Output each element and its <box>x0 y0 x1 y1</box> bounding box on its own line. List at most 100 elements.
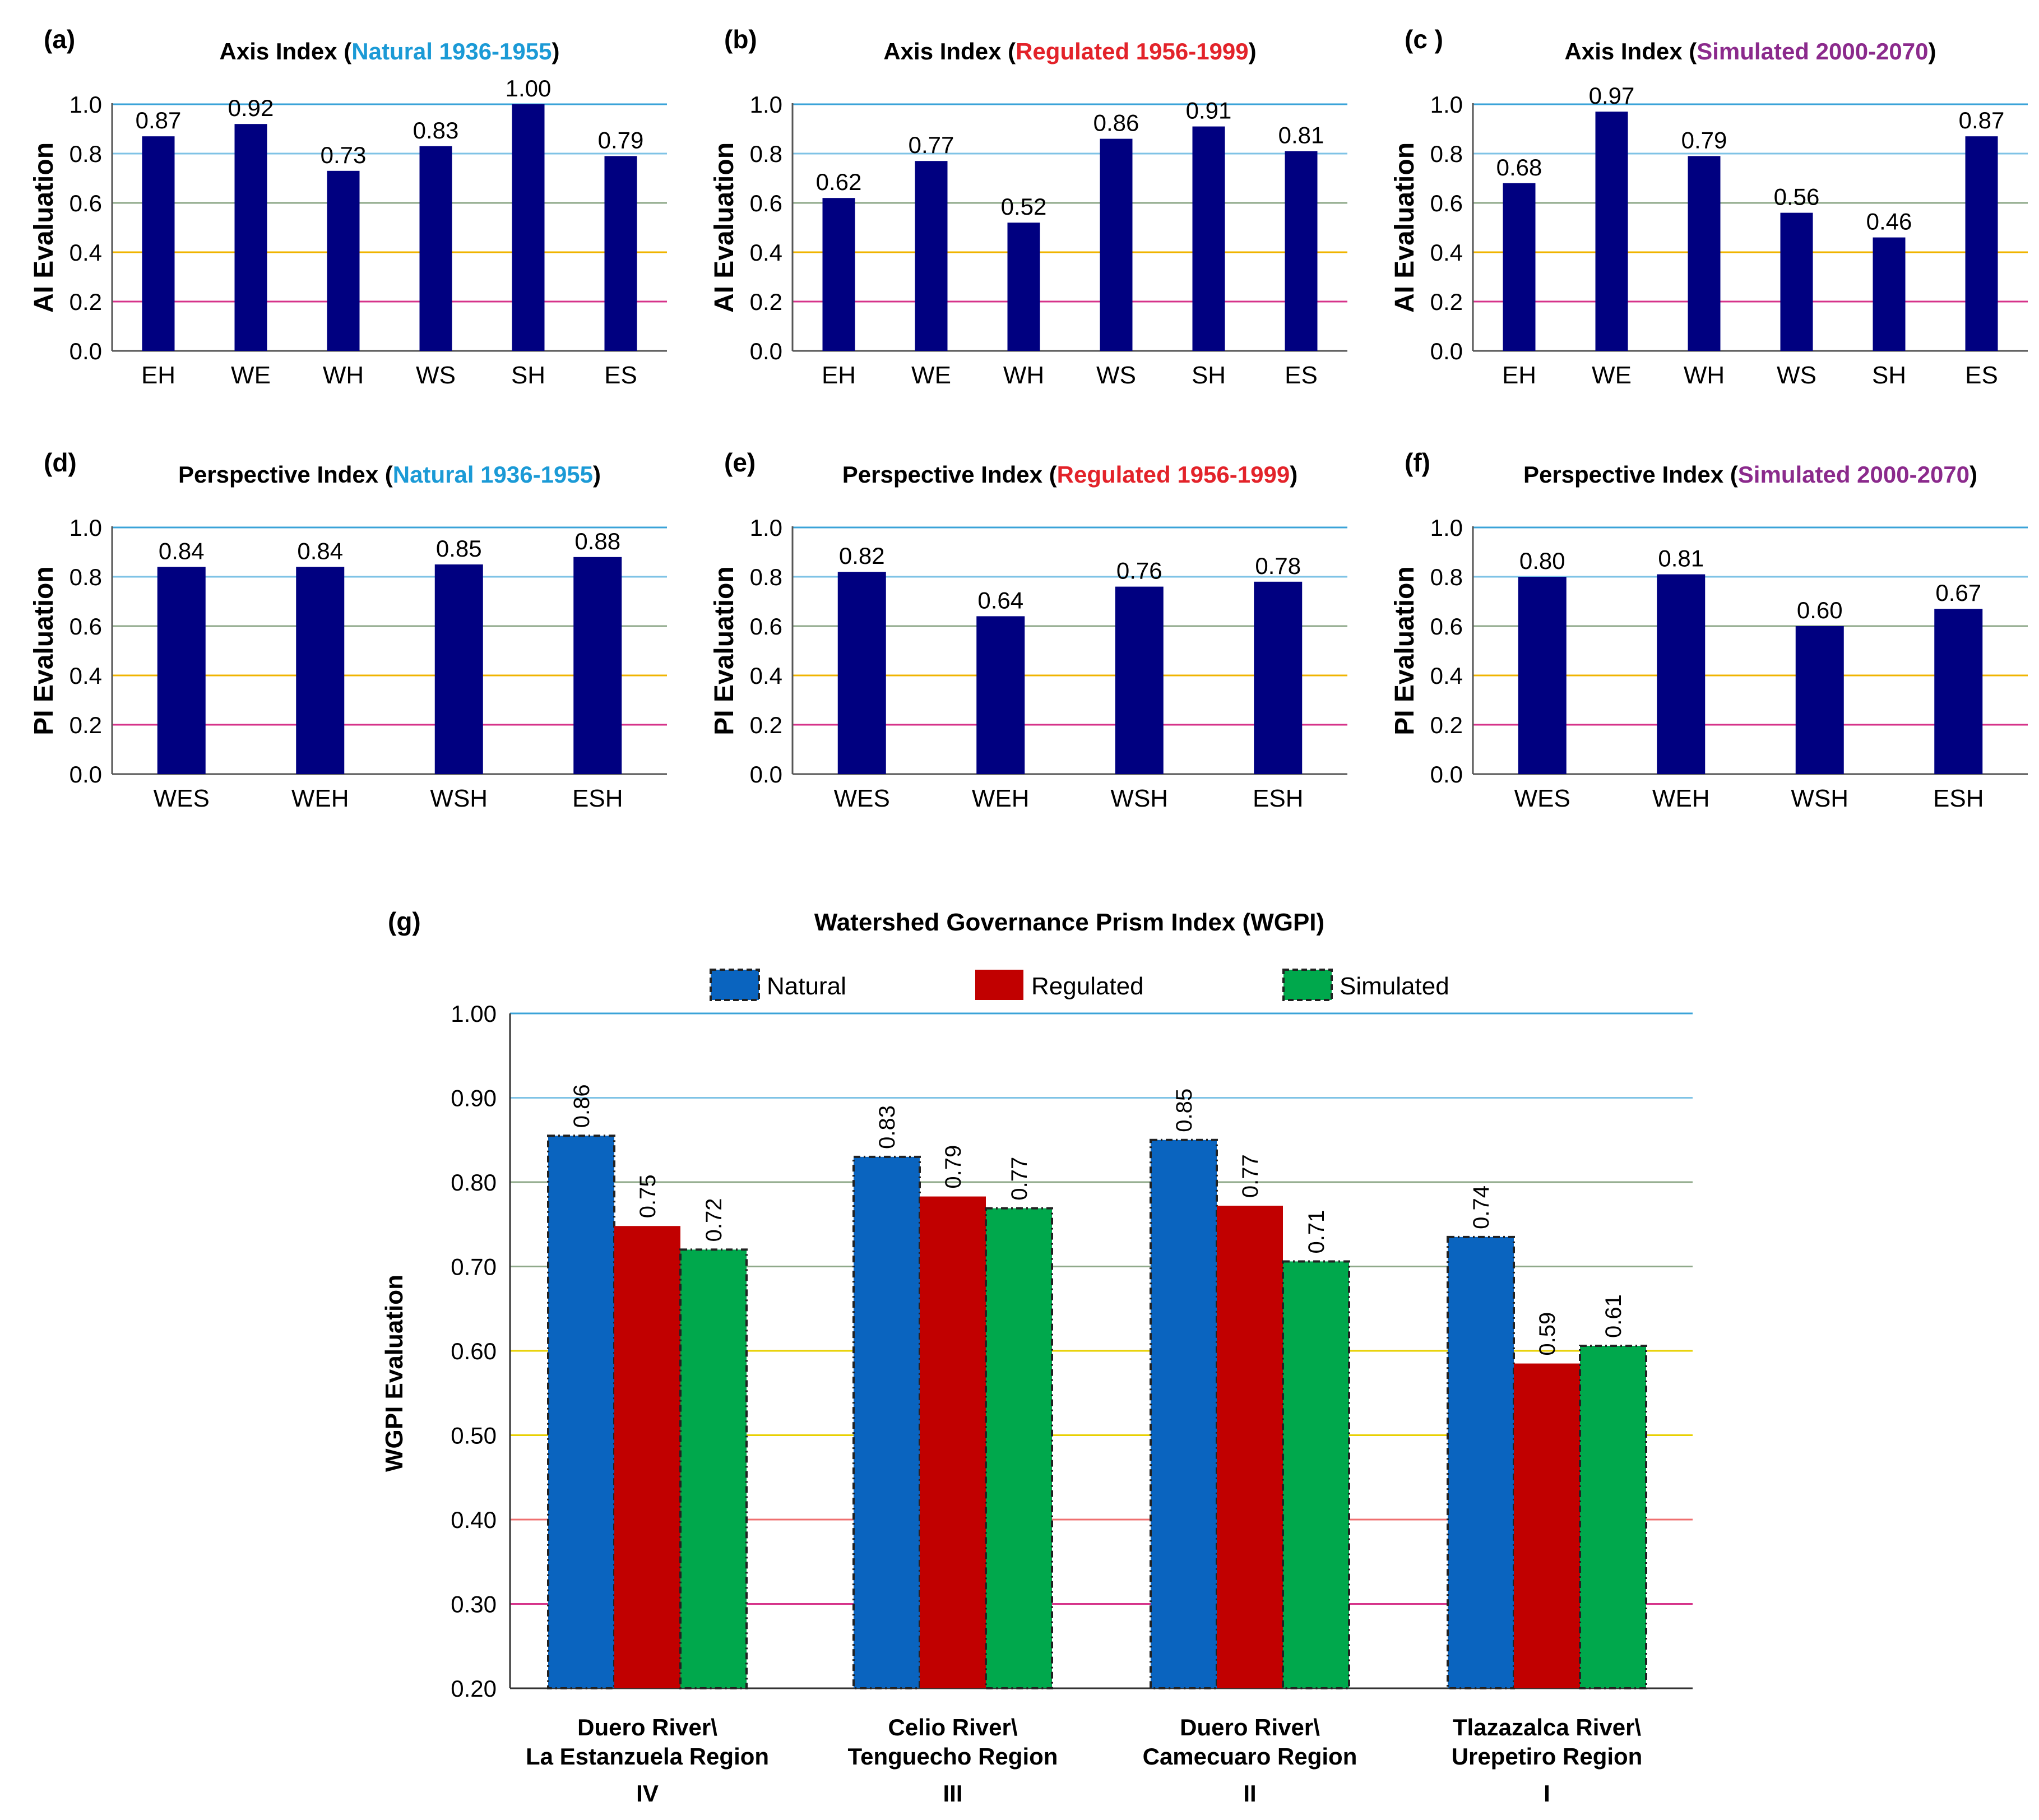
y-tick-label: 0.8 <box>1430 141 1463 167</box>
chart-panel-f: (f) Perspective Index (Simulated 2000-207… <box>1390 448 2028 812</box>
data-label: 0.60 <box>1797 597 1843 623</box>
y-tick-label: 1.0 <box>1430 515 1463 541</box>
chart-panel-a: (a) Axis Index (Natural 1936-1955) 0.0 0.2 0… <box>29 25 667 389</box>
x-tick-label: WES <box>834 785 890 812</box>
data-label: 0.92 <box>228 95 274 121</box>
bar <box>1007 223 1040 351</box>
data-label: 0.79 <box>941 1145 966 1189</box>
x-tick-label: WEH <box>291 785 349 812</box>
bar <box>1254 581 1303 774</box>
legend-swatch <box>710 969 760 1001</box>
y-tick-label: 0.4 <box>69 663 102 689</box>
x-tick-label: SH <box>1872 362 1906 389</box>
y-tick-label: 0.4 <box>1430 663 1463 689</box>
bar-natural <box>547 1134 615 1689</box>
bar <box>1192 126 1225 351</box>
chart-title: Axis Index (Regulated 1956-1999) <box>883 38 1256 64</box>
y-tick-label: 1.0 <box>1430 91 1463 118</box>
y-tick-label: 0.0 <box>69 761 102 788</box>
bar-simulated <box>679 1248 748 1689</box>
x-tick-label: WS <box>1096 362 1136 389</box>
y-tick-label: 0.8 <box>1430 564 1463 590</box>
y-tick-label: 0.2 <box>69 289 102 315</box>
data-label: 0.77 <box>909 132 954 158</box>
y-tick-label: 0.0 <box>750 338 782 364</box>
bar <box>1115 586 1164 774</box>
y-tick-label: 0.90 <box>451 1085 497 1112</box>
y-tick-label: 0.0 <box>69 338 102 364</box>
y-tick-label: 1.0 <box>750 515 782 541</box>
data-label: 0.73 <box>321 142 367 168</box>
chart-title: Perspective Index (Natural 1936-1955) <box>178 461 601 488</box>
bar <box>1965 136 1998 351</box>
x-tick-label-line1: Duero River\ <box>577 1714 717 1740</box>
x-tick-label: WEH <box>1652 785 1710 812</box>
bar <box>837 572 886 774</box>
y-tick-label: 0.2 <box>750 289 782 315</box>
data-label: 0.76 <box>1116 558 1162 584</box>
data-label: 0.82 <box>839 543 885 569</box>
bar <box>1503 183 1536 351</box>
y-tick-label: 0.6 <box>1430 190 1463 216</box>
y-tick-label: 0.8 <box>750 564 782 590</box>
bar-simulated <box>1282 1260 1350 1689</box>
data-label: 0.88 <box>574 528 620 554</box>
y-tick-label: 0.6 <box>1430 613 1463 640</box>
x-tick-label-line1: Tlazazalca River\ <box>1453 1714 1642 1740</box>
bar <box>1780 212 1813 351</box>
panel-letter: (c ) <box>1405 25 1443 54</box>
x-tick-label: ES <box>1285 362 1318 389</box>
x-tick-label: WEH <box>972 785 1030 812</box>
x-tick-label: WE <box>231 362 271 389</box>
x-tick-label: EH <box>141 362 175 389</box>
data-label: 0.83 <box>413 117 459 143</box>
y-tick-label: 0.2 <box>1430 712 1463 738</box>
data-label: 0.62 <box>816 169 862 195</box>
y-tick-label: 0.40 <box>451 1507 497 1533</box>
bar <box>512 104 545 351</box>
legend-item-simulated: Simulated <box>1282 969 1449 1001</box>
legend-label: Simulated <box>1340 972 1449 1000</box>
data-label: 0.87 <box>1959 107 2005 133</box>
y-axis-label: PI Evaluation <box>710 566 739 735</box>
bar <box>327 170 360 351</box>
y-tick-label: 0.2 <box>1430 289 1463 315</box>
bar-regulated <box>1514 1363 1580 1688</box>
y-tick-label: 0.6 <box>750 190 782 216</box>
y-tick-label: 0.6 <box>750 613 782 640</box>
bar <box>1518 577 1567 774</box>
bar <box>573 557 622 774</box>
x-tick-label: WSH <box>1110 785 1168 812</box>
data-label: 0.72 <box>702 1198 726 1242</box>
x-tick-label: WH <box>1684 362 1725 389</box>
bar <box>419 146 452 351</box>
bar <box>234 124 267 351</box>
bar-simulated <box>1579 1344 1647 1689</box>
bar <box>1100 138 1133 351</box>
panel-letter: (e) <box>724 448 756 477</box>
bar-natural <box>1447 1235 1515 1689</box>
bar <box>604 156 637 351</box>
y-tick-label: 0.30 <box>451 1591 497 1618</box>
y-axis-label: AI Evaluation <box>29 142 59 313</box>
y-tick-label: 0.4 <box>1430 239 1463 266</box>
x-tick-label: WSH <box>1791 785 1848 812</box>
y-tick-label: 0.6 <box>69 613 102 640</box>
y-tick-label: 1.0 <box>69 91 102 118</box>
x-tick-label-line2: Tenguecho Region <box>848 1743 1058 1770</box>
data-label: 0.75 <box>636 1174 660 1218</box>
bar-regulated <box>920 1196 986 1688</box>
data-label: 1.00 <box>506 75 552 101</box>
x-tick-label-line1: Duero River\ <box>1180 1714 1320 1740</box>
data-label: 0.79 <box>598 127 644 153</box>
y-tick-label: 0.4 <box>750 239 782 266</box>
data-label: 0.86 <box>1093 110 1139 136</box>
y-tick-label: 0.8 <box>750 141 782 167</box>
bar-simulated <box>985 1207 1053 1689</box>
y-tick-label: 1.0 <box>69 515 102 541</box>
data-label: 0.77 <box>1238 1154 1263 1198</box>
chart-title: Perspective Index (Simulated 2000-2070) <box>1523 461 1977 488</box>
panel-letter: (g) <box>388 907 421 936</box>
data-label: 0.85 <box>1172 1089 1197 1132</box>
x-tick-label: WES <box>154 785 210 812</box>
